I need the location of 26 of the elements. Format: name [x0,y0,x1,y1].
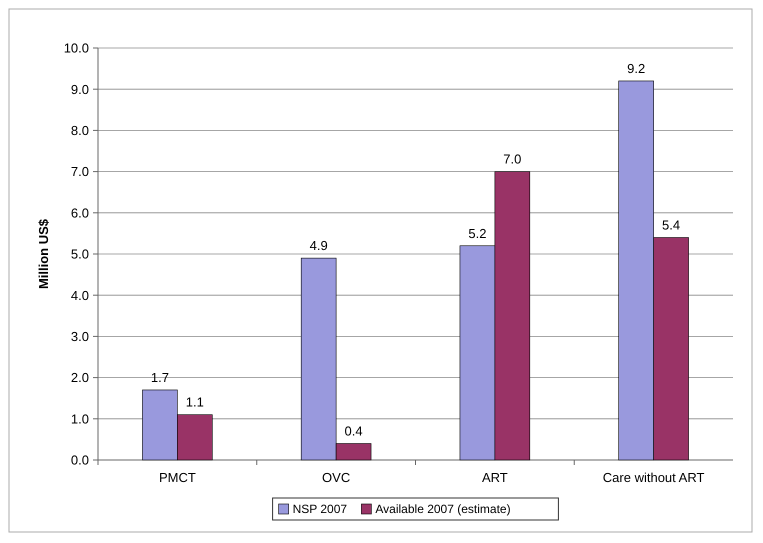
data-label: 7.0 [503,152,522,167]
x-tick-label: ART [482,470,508,485]
y-tick-label: 3.0 [70,328,89,344]
legend-label: Available 2007 (estimate) [375,502,511,516]
y-tick-label: 6.0 [70,205,89,220]
x-tick-label: OVC [322,470,350,485]
data-label: 9.2 [627,60,646,76]
y-tick-label: 0.0 [70,452,89,468]
y-tick-label: 1.0 [70,411,89,426]
y-axis-title: Million US$ [36,218,51,290]
data-label: 5.4 [662,218,680,233]
y-tick-label: 2.0 [70,370,89,386]
x-tick-label: Care without ART [602,470,704,485]
x-tick-label: PMCT [158,470,196,485]
y-tick-label: 10.0 [64,40,89,56]
data-label: 5.2 [468,226,486,241]
y-tick-label: 7.0 [70,164,89,180]
data-label: 4.9 [310,238,328,254]
data-label: 1.7 [150,370,169,385]
y-tick-label: 8.0 [70,122,89,138]
y-tick-label: 4.0 [70,288,89,303]
legend-label: NSP 2007 [292,502,348,516]
y-tick-label: 5.0 [70,246,89,262]
y-tick-label: 9.0 [70,82,89,97]
data-label: 1.1 [186,394,204,410]
data-label: 0.4 [344,424,363,439]
